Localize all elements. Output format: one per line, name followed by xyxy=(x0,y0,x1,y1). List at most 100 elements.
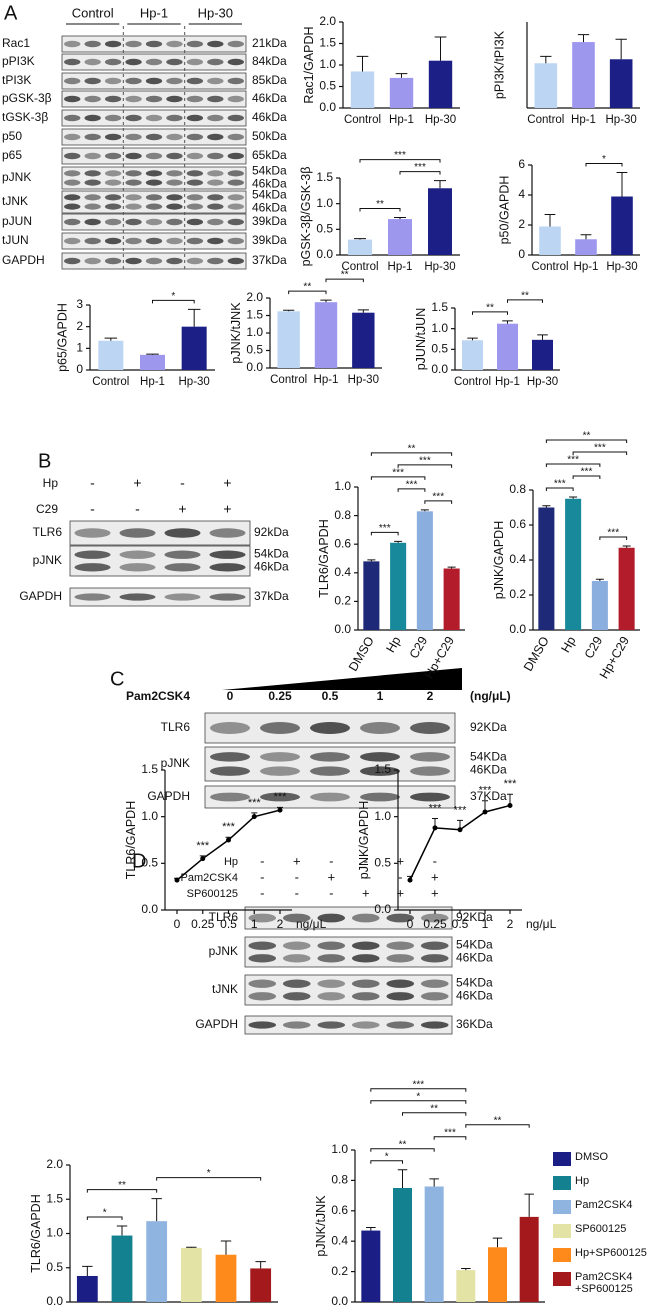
condition-label: Hp xyxy=(43,476,59,490)
blot-kda-label: 85kDa xyxy=(252,73,287,87)
blot-band xyxy=(360,722,400,734)
x-tick-label: 0.5 xyxy=(452,917,469,931)
bar xyxy=(350,71,375,108)
significance-bracket xyxy=(359,159,441,163)
blot-row-label: tPI3K xyxy=(2,73,31,87)
y-tick-label: 1.5 xyxy=(374,762,391,776)
y-axis-label: pJNK/tJNK xyxy=(229,302,243,364)
y-tick-label: 0.0 xyxy=(509,622,526,636)
blot-band xyxy=(317,954,346,963)
error-bar xyxy=(220,1240,232,1255)
error-bar xyxy=(356,55,369,72)
blot-band xyxy=(420,992,449,1001)
blot-band xyxy=(74,550,111,559)
treatment-label: Pam2CSK4 xyxy=(126,689,190,703)
significance-label: ** xyxy=(118,1180,126,1191)
panel-label: B xyxy=(38,450,51,472)
significance-bracket xyxy=(545,463,601,467)
blot-band xyxy=(420,954,449,963)
blot-band xyxy=(210,792,250,802)
blot-band xyxy=(248,954,277,963)
blot-band xyxy=(420,979,449,988)
blot-band xyxy=(207,257,224,265)
condition-sign: + xyxy=(178,501,186,517)
legend-label: Hp+SP600125 xyxy=(575,1247,647,1259)
dose-label: 2 xyxy=(427,689,434,703)
blot-kda-label: 92KDa xyxy=(470,720,507,734)
significance-bracket xyxy=(370,476,426,480)
condition-sign: - xyxy=(398,869,402,884)
x-tick-label: 0 xyxy=(174,917,181,931)
blot-row-label: pPI3K xyxy=(2,54,35,68)
blot-band xyxy=(386,1021,415,1029)
bar xyxy=(488,1247,507,1302)
significance-label: *** xyxy=(554,479,566,490)
y-tick-label: 0.0 xyxy=(316,247,333,261)
condition-sign: + xyxy=(293,853,301,868)
y-tick-label: 0 xyxy=(76,362,83,376)
blot-kda-label: 39kDa xyxy=(252,233,287,247)
significance-bracket xyxy=(399,171,441,175)
blot-band xyxy=(125,152,142,160)
x-tick-label: Hp-1 xyxy=(140,376,165,388)
legend-label: DMSO xyxy=(575,1151,608,1163)
blot-band xyxy=(84,194,101,201)
bar xyxy=(146,1221,168,1302)
bar xyxy=(390,542,407,630)
legend-item: Hp+SP600125 xyxy=(575,1247,647,1259)
error-bar xyxy=(569,496,578,499)
error-bar xyxy=(580,234,592,240)
blot-strip xyxy=(61,190,247,214)
significance-label: * xyxy=(385,1151,389,1162)
error-bar xyxy=(622,545,631,548)
legend-item: Hp xyxy=(575,1175,589,1187)
blot-band xyxy=(227,152,244,160)
significance-label: ** xyxy=(521,290,529,301)
blot-band xyxy=(104,58,122,66)
significance-bracket xyxy=(397,488,426,492)
error-bar xyxy=(186,1246,197,1248)
error-bar xyxy=(146,353,159,355)
blot-strip xyxy=(204,785,456,809)
blot-band xyxy=(84,237,101,245)
blot-band xyxy=(227,194,244,201)
error-bar xyxy=(187,308,201,327)
y-tick-label: 6 xyxy=(518,157,525,171)
condition-sign: - xyxy=(295,869,299,884)
y-tick-label: 0.8 xyxy=(509,482,526,496)
blot-band xyxy=(104,133,122,141)
point-label: *** xyxy=(454,804,468,816)
x-unit-label: ng/μL xyxy=(526,917,557,931)
condition-sign: - xyxy=(260,885,264,900)
blot-band xyxy=(207,237,224,245)
x-tick-label: Control xyxy=(92,376,129,388)
blot-band xyxy=(386,913,415,923)
error-bar xyxy=(492,1237,503,1248)
blot-band xyxy=(207,58,224,66)
blot-row-label: TLR6 xyxy=(209,910,239,924)
significance-bracket xyxy=(86,1216,123,1220)
bar xyxy=(534,63,558,108)
blot-band xyxy=(84,218,101,226)
blot-kda-label: 46KDa xyxy=(456,951,493,965)
blot-band xyxy=(145,133,163,141)
bar xyxy=(443,568,460,630)
bar xyxy=(215,1254,237,1302)
blot-band xyxy=(310,722,350,734)
blot-band xyxy=(317,941,346,950)
point-label: *** xyxy=(479,785,493,797)
y-tick-label: 1.0 xyxy=(316,196,333,210)
x-tick-label: Hp-30 xyxy=(527,376,558,388)
blot-band xyxy=(145,170,163,177)
blot-band xyxy=(351,941,380,950)
y-tick-label: 1.5 xyxy=(141,762,158,776)
significance-label: ** xyxy=(583,431,591,442)
x-tick-label: Hp-30 xyxy=(425,114,456,126)
blot-band xyxy=(186,58,204,66)
blot-band xyxy=(227,95,244,103)
x-tick-label: 2 xyxy=(277,917,284,931)
bar xyxy=(539,226,561,255)
y-axis-label: p50/GAPDH xyxy=(497,176,511,245)
significance-bracket xyxy=(370,452,453,456)
